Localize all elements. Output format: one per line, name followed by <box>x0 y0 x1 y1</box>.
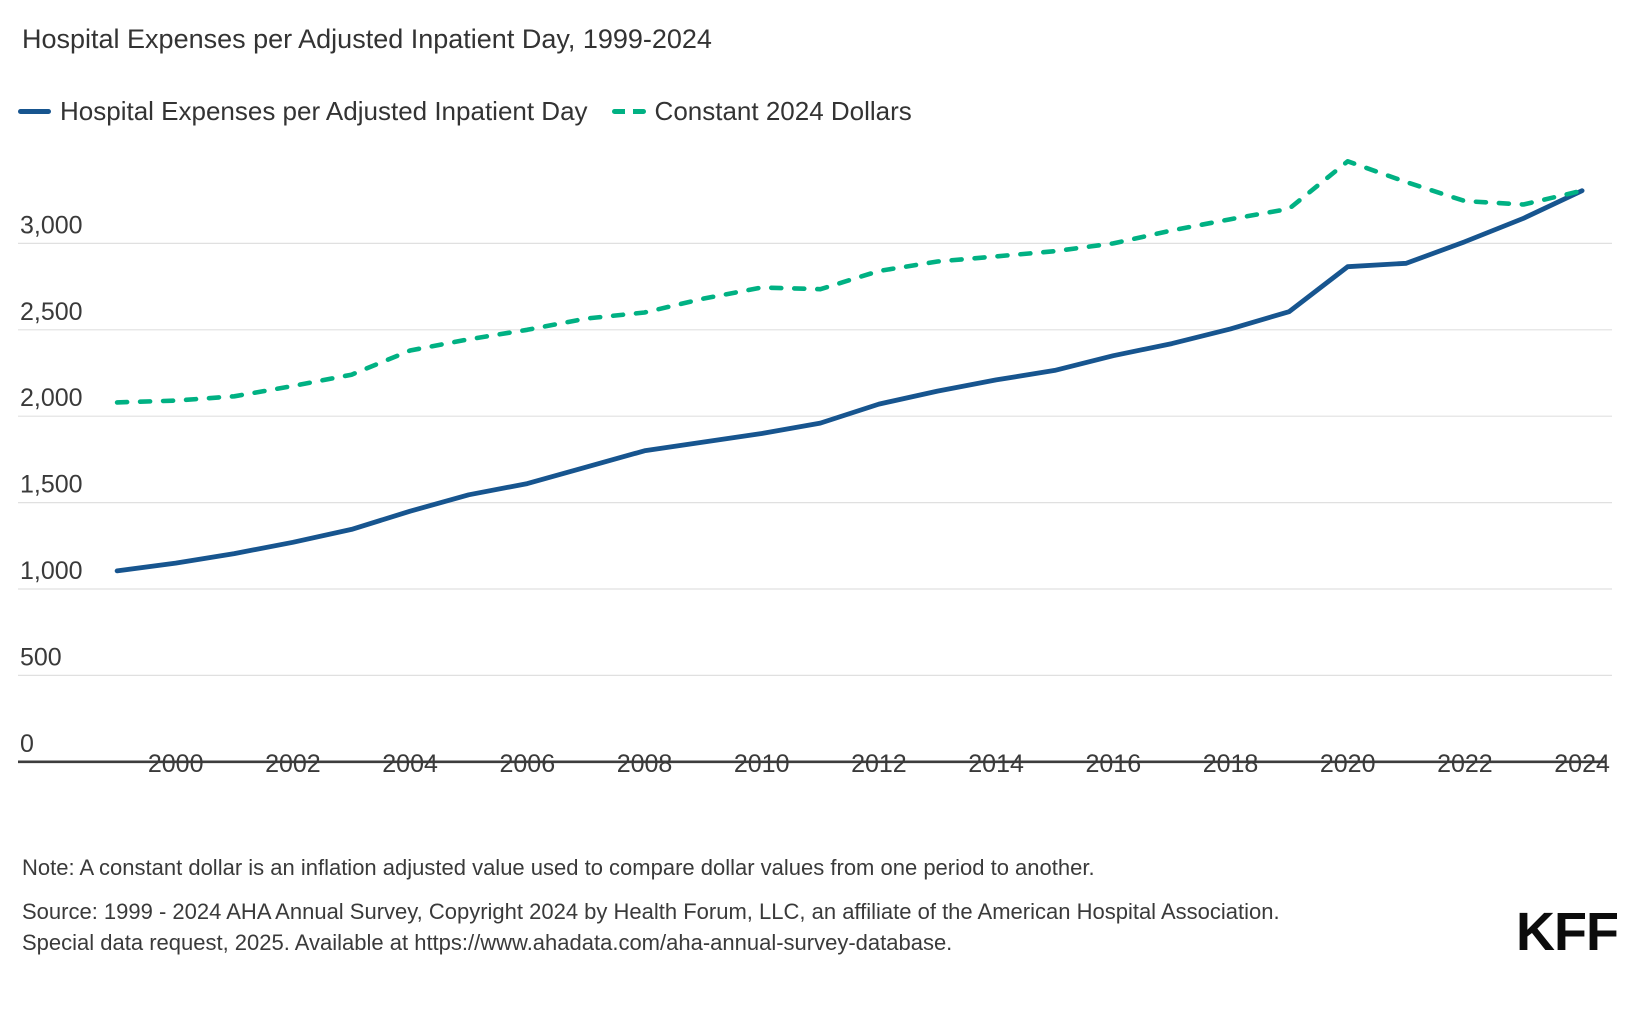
source-line-2: Special data request, 2025. Available at… <box>22 930 953 955</box>
x-tick-label: 2024 <box>1554 750 1610 778</box>
y-tick-label: 1,000 <box>20 557 83 585</box>
legend-dashed-line-swatch <box>611 109 646 114</box>
legend-item-constant: Constant 2024 Dollars <box>611 96 912 127</box>
x-tick-label: 2018 <box>1203 750 1259 778</box>
chart-note: Note: A constant dollar is an inflation … <box>22 855 1095 880</box>
x-tick-label: 2014 <box>968 750 1024 778</box>
chart-title: Hospital Expenses per Adjusted Inpatient… <box>22 24 712 54</box>
chart-source: Source: 1999 - 2024 AHA Annual Survey, C… <box>22 896 1280 958</box>
x-tick-label: 2020 <box>1320 750 1376 778</box>
y-tick-label: 2,500 <box>20 298 83 326</box>
y-tick-label: 3,000 <box>20 211 83 239</box>
y-tick-label: 500 <box>20 643 62 671</box>
kff-logo: KFF <box>1516 902 1619 962</box>
x-tick-label: 2010 <box>734 750 790 778</box>
x-tick-label: 2002 <box>265 750 321 778</box>
legend: Hospital Expenses per Adjusted Inpatient… <box>18 96 912 127</box>
x-tick-label: 2008 <box>617 750 673 778</box>
legend-label-nominal: Hospital Expenses per Adjusted Inpatient… <box>60 96 588 126</box>
x-tick-label: 2012 <box>851 750 907 778</box>
constant-dollars-line <box>114 159 1585 405</box>
nominal-expenses-line <box>114 188 1585 574</box>
y-tick-label: 2,000 <box>20 384 83 412</box>
x-tick-label: 2006 <box>499 750 555 778</box>
source-line-1: Source: 1999 - 2024 AHA Annual Survey, C… <box>22 899 1280 924</box>
x-tick-label: 2022 <box>1437 750 1493 778</box>
x-tick-label: 2000 <box>148 750 204 778</box>
y-tick-label: 0 <box>20 730 34 758</box>
x-tick-label: 2004 <box>382 750 438 778</box>
legend-item-nominal: Hospital Expenses per Adjusted Inpatient… <box>18 96 588 127</box>
y-tick-label: 1,500 <box>20 471 83 499</box>
legend-label-constant: Constant 2024 Dollars <box>654 96 912 126</box>
legend-solid-line-swatch <box>18 109 51 114</box>
x-tick-label: 2016 <box>1085 750 1141 778</box>
